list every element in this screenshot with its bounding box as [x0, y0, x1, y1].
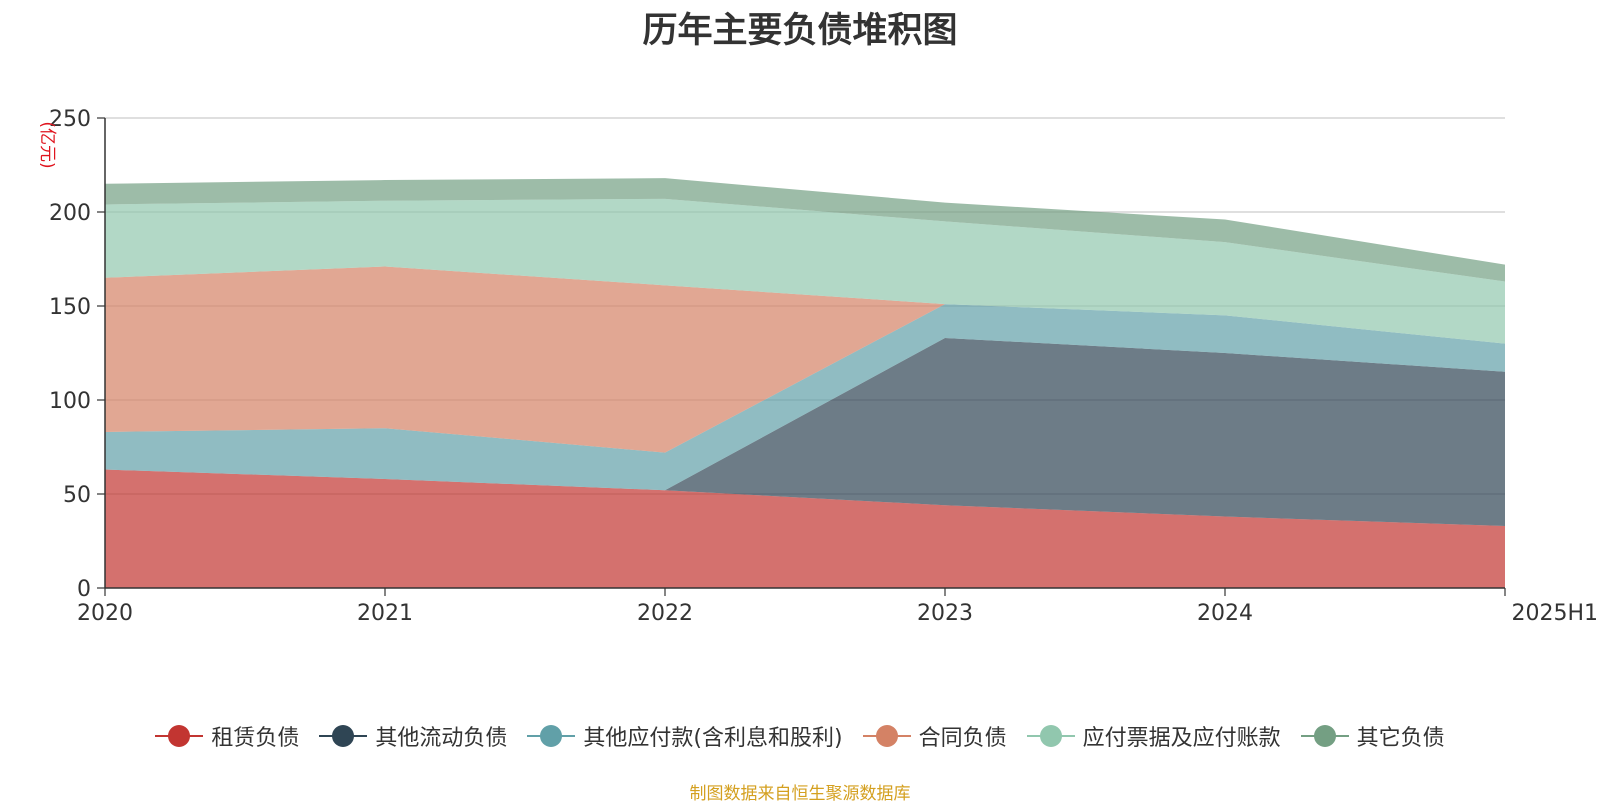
legend-label: 应付票据及应付账款	[1082, 726, 1281, 751]
area-series-其他流动负债[interactable]	[105, 337, 1505, 526]
legend-marker-icon	[527, 723, 576, 749]
x-tick-label: 2020	[77, 601, 133, 626]
x-tick-label: 2021	[357, 601, 413, 626]
area-series-应付票据及应付账款[interactable]	[105, 198, 1505, 344]
data-source-note: 制图数据来自恒生聚源数据库	[689, 784, 911, 804]
legend-marker-icon	[319, 723, 368, 749]
legend-label: 租赁负债	[211, 726, 300, 751]
axes: 0 50 100 150 200 250 2020 2021 2022 2023 2024 2025H…	[49, 107, 1598, 626]
y-tick-label: 150	[49, 295, 91, 320]
legend-label: 其它负债	[1356, 726, 1445, 751]
area-series-其它负债[interactable]	[105, 178, 1505, 282]
legend-marker-icon	[1026, 723, 1075, 749]
y-axis-unit-label: (亿元)	[37, 121, 57, 168]
legend-marker-icon	[1300, 723, 1349, 749]
x-tick-label: 2024	[1197, 601, 1253, 626]
legend-marker-icon	[862, 723, 911, 749]
legend-label: 其他流动负债	[375, 726, 508, 751]
y-tick-label: 250	[49, 107, 91, 132]
area-series-其他应付款(含利息和股利)[interactable]	[105, 304, 1505, 491]
legend-marker-icon	[155, 723, 204, 749]
x-tick-label: 2023	[917, 601, 973, 626]
x-tick-label: 2022	[637, 601, 693, 626]
y-tick-label: 0	[77, 577, 91, 602]
legend-item-其它负债[interactable]: 其它负债	[1300, 720, 1445, 752]
y-tick-label: 100	[49, 389, 91, 414]
legend-item-合同负债[interactable]: 合同负债	[862, 720, 1007, 752]
chart-title: 历年主要负债堆积图	[642, 11, 958, 51]
area-series-合同负债[interactable]	[105, 266, 1505, 453]
area-series	[105, 178, 1505, 588]
legend-item-其他应付款(含利息和股利)[interactable]: 其他应付款(含利息和股利)	[527, 720, 843, 752]
legend-item-应付票据及应付账款[interactable]: 应付票据及应付账款	[1026, 720, 1281, 752]
y-tick-label: 200	[49, 201, 91, 226]
legend-label: 合同负债	[918, 726, 1007, 751]
y-tick-label: 50	[63, 483, 91, 508]
legend-item-租赁负债[interactable]: 租赁负债	[155, 720, 299, 752]
chart-legend: 租赁负债 其他流动负债 其他应付款(含利息和股利) 合同负债 应付票据及应付账款 其它负债	[0, 718, 1600, 754]
area-series-租赁负债[interactable]	[105, 469, 1505, 588]
x-tick-label: 2025H1	[1511, 601, 1598, 626]
legend-label: 其他应付款(含利息和股利)	[583, 726, 843, 751]
legend-item-其他流动负债[interactable]: 其他流动负债	[319, 720, 507, 752]
